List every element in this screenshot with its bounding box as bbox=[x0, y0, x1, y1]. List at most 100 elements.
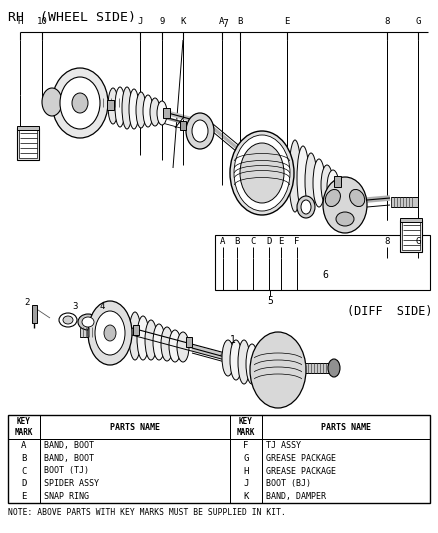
Bar bbox=[17, 128, 39, 160]
Bar bbox=[8, 415, 430, 503]
Text: B: B bbox=[21, 454, 27, 463]
Text: D: D bbox=[266, 237, 272, 246]
Text: GREASE PACKAGE: GREASE PACKAGE bbox=[266, 454, 336, 463]
Text: A: A bbox=[220, 237, 226, 246]
Ellipse shape bbox=[88, 301, 132, 365]
Ellipse shape bbox=[313, 159, 325, 207]
Bar bbox=[19, 130, 37, 158]
Bar bbox=[334, 176, 341, 187]
Text: B: B bbox=[237, 17, 243, 26]
Text: D: D bbox=[21, 479, 27, 488]
Ellipse shape bbox=[350, 189, 365, 207]
Bar bbox=[400, 220, 422, 252]
Text: J: J bbox=[244, 479, 249, 488]
Bar bbox=[80, 327, 102, 337]
Bar bbox=[107, 100, 114, 110]
Bar bbox=[305, 363, 333, 373]
Text: BOOT (BJ): BOOT (BJ) bbox=[266, 479, 311, 488]
Ellipse shape bbox=[137, 316, 149, 360]
Ellipse shape bbox=[230, 131, 294, 215]
Ellipse shape bbox=[321, 165, 333, 205]
Ellipse shape bbox=[161, 327, 173, 361]
Text: KEY
MARK: KEY MARK bbox=[15, 417, 33, 437]
Bar bbox=[230, 415, 231, 503]
Bar bbox=[163, 108, 170, 118]
Bar bbox=[391, 197, 418, 207]
Ellipse shape bbox=[230, 340, 242, 380]
Ellipse shape bbox=[129, 89, 139, 129]
Text: J: J bbox=[137, 17, 143, 26]
Text: 8: 8 bbox=[384, 237, 390, 246]
Bar bbox=[186, 337, 192, 347]
Text: C: C bbox=[250, 237, 256, 246]
Bar bbox=[32, 305, 37, 323]
Ellipse shape bbox=[289, 140, 301, 212]
Text: F: F bbox=[244, 441, 249, 450]
Text: 2: 2 bbox=[25, 298, 30, 307]
Bar bbox=[402, 222, 420, 250]
Bar bbox=[180, 121, 186, 130]
Bar bbox=[133, 325, 139, 335]
Text: BAND, DAMPER: BAND, DAMPER bbox=[266, 492, 326, 501]
Ellipse shape bbox=[59, 313, 77, 327]
Text: E: E bbox=[284, 17, 290, 26]
Ellipse shape bbox=[150, 98, 160, 126]
Text: GREASE PACKAGE: GREASE PACKAGE bbox=[266, 466, 336, 475]
Ellipse shape bbox=[145, 320, 157, 360]
Text: SPIDER ASSY: SPIDER ASSY bbox=[44, 479, 99, 488]
Ellipse shape bbox=[250, 332, 306, 408]
Text: (DIFF  SIDE): (DIFF SIDE) bbox=[347, 305, 433, 318]
Text: H: H bbox=[244, 466, 249, 475]
Text: 4: 4 bbox=[100, 302, 106, 311]
Text: B: B bbox=[234, 237, 240, 246]
Text: 6: 6 bbox=[322, 270, 328, 280]
Ellipse shape bbox=[222, 340, 234, 376]
Text: 8: 8 bbox=[384, 17, 390, 26]
Ellipse shape bbox=[297, 146, 309, 210]
Ellipse shape bbox=[104, 325, 116, 341]
Text: BAND, BOOT: BAND, BOOT bbox=[44, 441, 94, 450]
Bar bbox=[17, 126, 39, 130]
Ellipse shape bbox=[157, 101, 167, 125]
Ellipse shape bbox=[143, 95, 153, 127]
Text: BAND, BOOT: BAND, BOOT bbox=[44, 454, 94, 463]
Ellipse shape bbox=[234, 135, 290, 211]
Ellipse shape bbox=[136, 92, 146, 128]
Text: SNAP RING: SNAP RING bbox=[44, 492, 89, 501]
Bar bbox=[95, 98, 125, 107]
Ellipse shape bbox=[63, 316, 73, 324]
Ellipse shape bbox=[297, 196, 315, 218]
Bar bbox=[8, 439, 430, 440]
Ellipse shape bbox=[42, 88, 62, 116]
Text: NOTE: ABOVE PARTS WITH KEY MARKS MUST BE SUPPLIED IN KIT.: NOTE: ABOVE PARTS WITH KEY MARKS MUST BE… bbox=[8, 508, 286, 517]
Ellipse shape bbox=[246, 344, 258, 384]
Ellipse shape bbox=[108, 88, 118, 124]
Ellipse shape bbox=[78, 314, 98, 330]
Text: KEY
MARK: KEY MARK bbox=[237, 417, 255, 437]
Ellipse shape bbox=[328, 359, 340, 377]
Text: C: C bbox=[21, 466, 27, 475]
Bar bbox=[215, 235, 430, 290]
Text: E: E bbox=[21, 492, 27, 501]
Text: BOOT (TJ): BOOT (TJ) bbox=[44, 466, 89, 475]
Text: K: K bbox=[180, 17, 186, 26]
Ellipse shape bbox=[95, 311, 125, 355]
Ellipse shape bbox=[301, 200, 311, 214]
Ellipse shape bbox=[169, 330, 181, 362]
Ellipse shape bbox=[305, 153, 317, 209]
Ellipse shape bbox=[254, 348, 266, 384]
Ellipse shape bbox=[122, 87, 132, 129]
Text: E: E bbox=[278, 237, 284, 246]
Text: TJ ASSY: TJ ASSY bbox=[266, 441, 301, 450]
Ellipse shape bbox=[82, 317, 94, 327]
Ellipse shape bbox=[115, 87, 125, 127]
Text: PARTS NAME: PARTS NAME bbox=[110, 423, 160, 432]
Ellipse shape bbox=[186, 113, 214, 149]
Ellipse shape bbox=[72, 93, 88, 113]
Text: 5: 5 bbox=[267, 296, 273, 306]
Text: PARTS NAME: PARTS NAME bbox=[321, 423, 371, 432]
Text: G: G bbox=[244, 454, 249, 463]
Ellipse shape bbox=[177, 332, 189, 362]
Text: A: A bbox=[219, 17, 225, 26]
Ellipse shape bbox=[323, 177, 367, 233]
